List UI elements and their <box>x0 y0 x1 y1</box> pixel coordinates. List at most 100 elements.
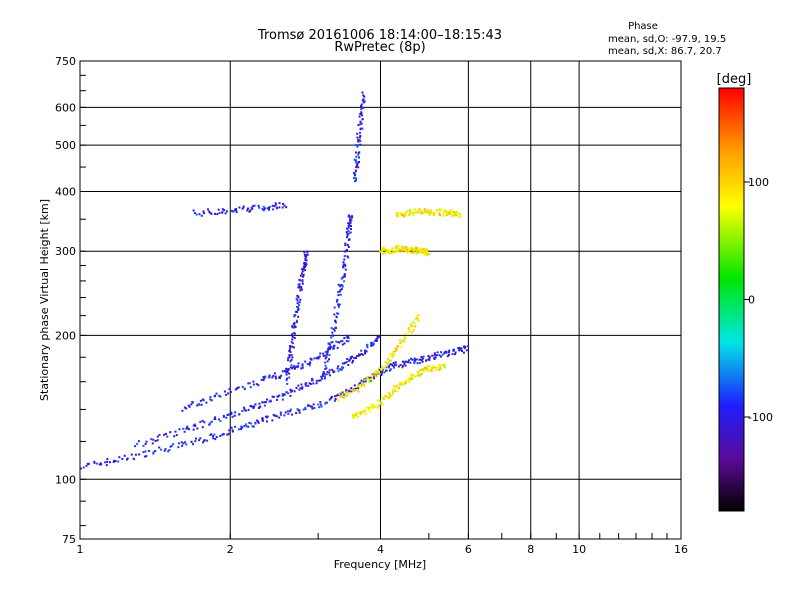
data-point <box>383 248 386 251</box>
y-axis-ticks: 75 100 200 300 400 500 600 750 <box>55 55 86 546</box>
data-point <box>428 213 431 216</box>
data-point <box>364 409 367 412</box>
data-point <box>423 251 426 254</box>
data-point <box>214 212 216 215</box>
data-point <box>266 207 269 210</box>
data-point <box>327 349 330 352</box>
data-point <box>421 212 424 215</box>
data-point <box>134 453 137 456</box>
data-point <box>210 399 213 402</box>
data-point <box>342 263 345 266</box>
data-point <box>453 211 455 213</box>
data-point <box>410 325 413 328</box>
data-point <box>286 369 289 372</box>
data-point <box>415 317 417 320</box>
data-point <box>199 437 202 440</box>
data-point <box>381 368 384 371</box>
data-point <box>335 315 338 318</box>
data-point <box>305 256 308 259</box>
data-point <box>351 215 353 218</box>
data-point <box>343 274 346 277</box>
data-point <box>209 421 212 424</box>
data-point <box>300 367 303 370</box>
data-point <box>192 428 195 431</box>
data-point <box>343 393 345 396</box>
data-point <box>359 140 362 142</box>
data-point <box>454 351 457 354</box>
data-point <box>350 225 352 228</box>
data-point <box>381 365 384 368</box>
data-point <box>372 375 375 378</box>
data-point <box>274 203 277 206</box>
data-point <box>389 353 392 355</box>
data-point <box>253 425 255 428</box>
data-point <box>318 406 321 409</box>
data-point <box>420 373 423 375</box>
data-point <box>393 250 396 253</box>
data-point <box>372 405 375 408</box>
data-point <box>400 245 403 248</box>
data-point <box>360 383 363 386</box>
data-point <box>410 251 413 254</box>
data-point <box>428 358 431 361</box>
data-point <box>243 409 246 412</box>
data-point <box>396 245 398 248</box>
data-point <box>266 420 268 423</box>
data-point <box>211 420 213 423</box>
data-point <box>387 360 390 363</box>
data-point <box>293 324 296 327</box>
data-point <box>397 387 400 390</box>
data-point <box>346 227 349 230</box>
data-point <box>429 211 432 214</box>
data-point <box>347 232 350 235</box>
data-point <box>271 204 274 207</box>
data-point <box>169 445 172 448</box>
data-point <box>458 216 461 219</box>
data-point <box>347 226 350 229</box>
data-point <box>339 289 342 292</box>
data-point <box>420 251 423 254</box>
data-point <box>278 416 281 419</box>
data-point <box>194 425 197 427</box>
data-point <box>346 391 349 393</box>
data-point <box>93 460 96 463</box>
data-point <box>404 211 407 214</box>
data-point <box>422 370 425 373</box>
data-point <box>386 396 389 398</box>
data-point <box>290 364 293 367</box>
data-point <box>357 387 360 390</box>
data-point <box>333 329 336 332</box>
data-point <box>359 122 362 125</box>
data-point <box>360 108 363 111</box>
data-point <box>190 440 193 443</box>
data-point <box>338 393 341 396</box>
data-point <box>295 321 298 323</box>
data-point <box>368 380 371 383</box>
data-point <box>287 356 290 359</box>
data-point <box>369 406 372 409</box>
data-point <box>247 408 250 411</box>
data-point <box>427 211 430 214</box>
data-point <box>414 208 417 211</box>
data-point <box>251 425 254 428</box>
data-point <box>234 411 237 414</box>
data-point <box>434 366 437 369</box>
data-point <box>291 413 294 416</box>
data-point <box>238 206 241 209</box>
data-point <box>288 356 291 359</box>
data-point <box>300 272 303 275</box>
data-point <box>223 209 226 212</box>
data-point <box>355 151 357 154</box>
data-point <box>357 390 360 393</box>
data-point <box>346 236 348 239</box>
data-point <box>364 412 367 415</box>
data-point <box>438 212 441 215</box>
data-point <box>293 390 296 393</box>
data-point <box>433 356 436 359</box>
x-tick-label: 8 <box>527 543 534 556</box>
data-point <box>366 346 369 349</box>
data-point <box>373 377 375 380</box>
data-point <box>298 284 301 287</box>
data-point <box>441 363 444 366</box>
data-point <box>281 206 284 209</box>
